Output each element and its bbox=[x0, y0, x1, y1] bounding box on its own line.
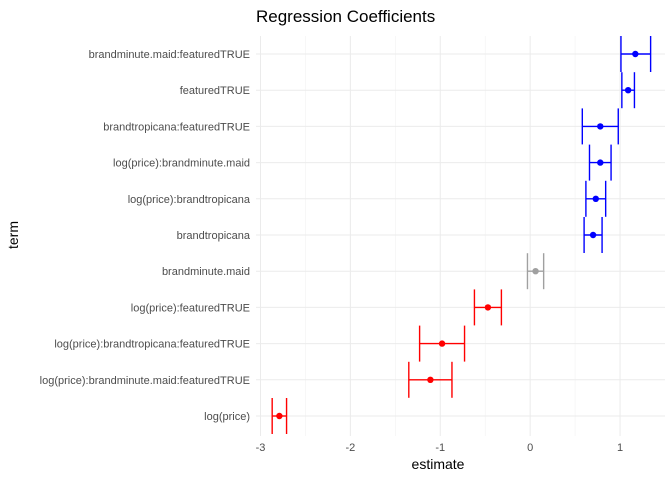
estimate-point bbox=[532, 268, 539, 275]
y-tick-label: brandtropicana:featuredTRUE bbox=[103, 121, 250, 133]
minor-gridlines bbox=[305, 36, 576, 436]
x-tick-label: -2 bbox=[345, 442, 355, 454]
estimate-point bbox=[592, 195, 599, 202]
estimate-point bbox=[597, 123, 604, 130]
plot-panel bbox=[256, 36, 665, 436]
estimate-point bbox=[484, 304, 492, 311]
x-tick-label: 0 bbox=[527, 442, 533, 454]
estimate-point bbox=[624, 87, 632, 94]
x-tick-label: 1 bbox=[617, 442, 623, 454]
y-tick-label: log(price) bbox=[204, 411, 250, 423]
error-bars bbox=[271, 36, 652, 434]
estimate-point bbox=[427, 376, 434, 383]
x-tick-label: -3 bbox=[256, 442, 266, 454]
y-tick-labels: brandminute.maid:featuredTRUE featuredTRU… bbox=[40, 49, 251, 423]
y-tick-label: log(price):brandminute.maid bbox=[113, 158, 250, 170]
y-tick-label: log(price):brandtropicana:featuredTRUE bbox=[54, 339, 250, 351]
major-gridlines bbox=[256, 36, 665, 436]
y-tick-label: brandminute.maid:featuredTRUE bbox=[89, 49, 250, 61]
x-tick-labels: -3 -2 -1 0 1 bbox=[256, 442, 624, 454]
y-tick-label: brandtropicana bbox=[177, 230, 251, 242]
y-tick-label: featuredTRUE bbox=[180, 85, 250, 97]
y-tick-label: log(price):featuredTRUE bbox=[131, 302, 250, 314]
estimate-point bbox=[597, 159, 604, 166]
estimate-point bbox=[589, 231, 597, 239]
y-axis-title: term bbox=[5, 221, 21, 249]
estimate-point bbox=[276, 412, 283, 420]
estimate-point bbox=[438, 340, 446, 347]
x-axis-title: estimate bbox=[412, 456, 465, 472]
estimate-points bbox=[276, 50, 639, 420]
x-tick-label: -1 bbox=[435, 442, 445, 454]
y-tick-label: brandminute.maid bbox=[162, 266, 250, 278]
y-tick-label: log(price):brandtropicana bbox=[128, 194, 251, 206]
chart-title: Regression Coefficients bbox=[256, 7, 435, 26]
estimate-point bbox=[632, 50, 639, 58]
y-tick-label: log(price):brandminute.maid:featuredTRUE bbox=[40, 375, 250, 387]
